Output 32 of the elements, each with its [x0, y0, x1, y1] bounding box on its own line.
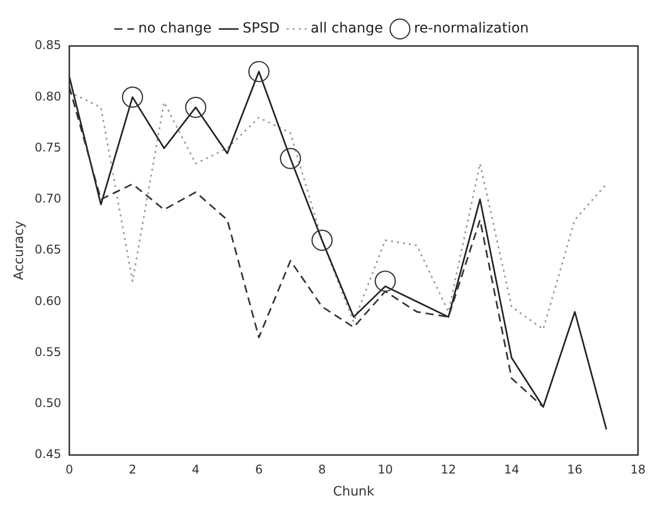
y-tick-label: 0.75: [34, 140, 62, 154]
y-axis-title: Accuracy: [12, 220, 28, 280]
x-tick-label: 8: [318, 462, 326, 476]
legend-label: all change: [310, 20, 383, 37]
y-tick-label: 0.55: [34, 344, 62, 359]
y-tick-label: 0.80: [34, 89, 62, 104]
x-axis-title: Chunk: [332, 484, 375, 500]
y-tick-label: 0.60: [34, 294, 62, 308]
y-tick-label: 0.85: [34, 38, 62, 52]
x-tick-label: 18: [630, 462, 646, 476]
x-tick-label: 12: [440, 462, 456, 476]
legend-label: re-normalization: [414, 20, 529, 37]
point: [122, 86, 144, 108]
x-tick-label: 10: [378, 462, 393, 476]
point: [280, 148, 302, 170]
y-tick-label: 0.65: [34, 242, 62, 257]
legend-label: SPSD: [242, 20, 280, 37]
point: [185, 96, 206, 118]
x-tick-label: 6: [255, 462, 263, 476]
legend-label: no change: [138, 20, 212, 37]
y-tick-label: 0.50: [34, 396, 62, 410]
point: [248, 60, 270, 82]
point: [311, 230, 333, 251]
point: [374, 270, 396, 292]
x-tick-label: 0: [66, 462, 74, 476]
line-series: [69, 91, 608, 330]
x-tick-label: 4: [192, 462, 200, 476]
y-tick-label: 0.70: [34, 192, 62, 206]
x-tick-label: 2: [128, 462, 136, 476]
x-tick-label: 16: [567, 462, 582, 476]
x-tick-label: 14: [504, 462, 520, 476]
y-tick-label: 0.45: [34, 447, 62, 462]
